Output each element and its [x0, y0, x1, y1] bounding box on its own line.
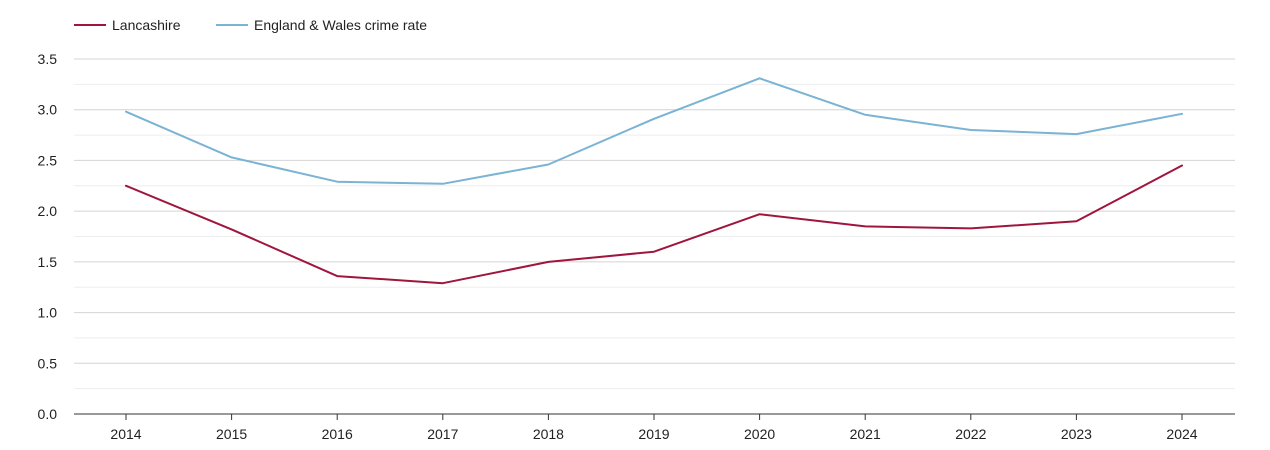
series-line-england-wales-crime-rate	[125, 77, 1183, 185]
x-axis: 2014 2015 2016 2017 2018 2019 2020 2021 2022 2023…	[110, 414, 1198, 442]
y-tick-label: 3.0	[38, 102, 58, 118]
y-tick-label: 2.5	[38, 152, 58, 168]
x-tick-label: 2016	[322, 426, 353, 442]
x-tick-label: 2024	[1166, 426, 1197, 442]
x-tick-label: 2015	[216, 426, 247, 442]
y-tick-label: 0.0	[38, 406, 58, 422]
x-tick-label: 2023	[1061, 426, 1092, 442]
y-tick-label: 0.5	[38, 355, 58, 371]
x-tick-label: 2022	[955, 426, 986, 442]
x-tick-label: 2019	[638, 426, 669, 442]
x-tick-label: 2021	[850, 426, 881, 442]
x-tick-label: 2018	[533, 426, 564, 442]
y-tick-label: 1.0	[38, 305, 58, 321]
x-tick-label: 2017	[427, 426, 458, 442]
legend: Lancashire England & Wales crime rate	[74, 17, 427, 33]
x-tick-label: 2014	[110, 426, 141, 442]
y-axis: 0.0 0.5 1.0 1.5 2.0 2.5 3.0 3.5	[38, 51, 58, 422]
series-line-lancashire	[125, 164, 1183, 285]
legend-label-england-wales: England & Wales crime rate	[254, 17, 427, 33]
series-lines	[125, 77, 1183, 285]
x-tick-label: 2020	[744, 426, 775, 442]
y-tick-label: 3.5	[38, 51, 58, 67]
legend-label-lancashire: Lancashire	[112, 17, 181, 33]
y-tick-label: 1.5	[38, 254, 58, 270]
y-tick-label: 2.0	[38, 203, 58, 219]
